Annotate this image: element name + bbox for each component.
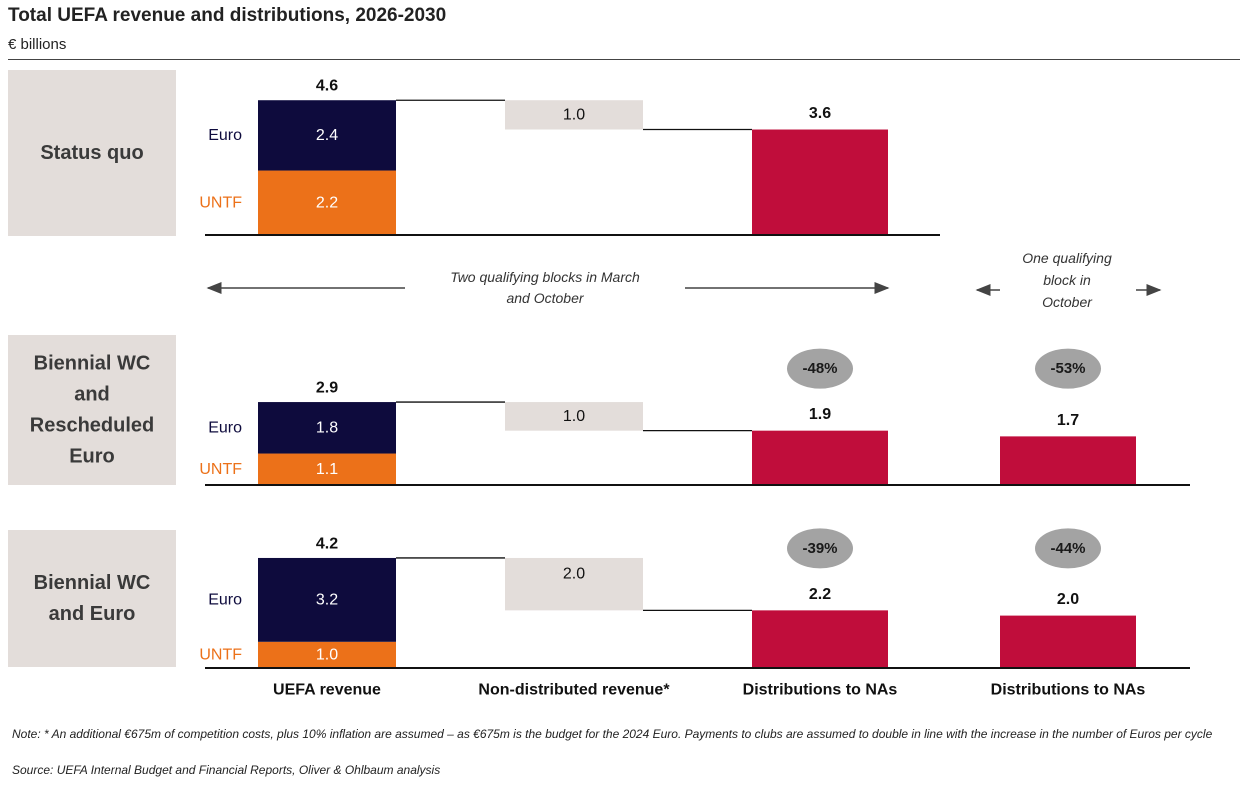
change-label: -53% (1050, 360, 1085, 377)
change-bubble (787, 528, 853, 569)
euro-value-label: 1.8 (316, 419, 338, 436)
untf-bar (258, 453, 396, 485)
change-bubble (1035, 528, 1101, 569)
euro-bar (258, 100, 396, 171)
category-label: UEFA revenue (273, 682, 381, 699)
distributions-value-label: 2.2 (809, 586, 831, 603)
two-blocks-annotation: and October (506, 290, 584, 306)
untf-bar (258, 641, 396, 668)
euro-series-label: Euro (208, 591, 242, 608)
non-distributed-bar (505, 100, 643, 130)
change-label: -39% (802, 540, 837, 557)
euro-bar (258, 402, 396, 454)
two-blocks-annotation: Two qualifying blocks in March (450, 269, 640, 285)
one-block-annotation: block in (1043, 272, 1091, 288)
scenario-label: and Euro (49, 603, 136, 625)
title-rule (8, 59, 1240, 60)
chart-subtitle: € billions (8, 36, 67, 53)
change-bubble (787, 348, 853, 389)
distributions-bar (752, 129, 888, 235)
distributions-one-block-value-label: 2.0 (1057, 591, 1079, 608)
scenario-label: and (74, 384, 110, 406)
distributions-one-block-bar (1000, 436, 1136, 485)
total-value-label: 2.9 (316, 380, 338, 397)
scenario-label: Biennial WC (34, 572, 151, 594)
distributions-value-label: 3.6 (809, 105, 831, 122)
category-label: Distributions to NAs (991, 682, 1146, 699)
scenario-label-box (8, 335, 176, 485)
category-label: Non-distributed revenue* (478, 682, 670, 699)
source-note: Source: UEFA Internal Budget and Financi… (12, 763, 441, 777)
untf-series-label: UNTF (199, 194, 242, 211)
chart-title: Total UEFA revenue and distributions, 20… (8, 5, 447, 26)
distributions-bar (752, 610, 888, 668)
untf-value-label: 1.1 (316, 461, 338, 478)
one-block-annotation: One qualifying (1022, 250, 1112, 266)
euro-series-label: Euro (208, 419, 242, 436)
distributions-bar (752, 430, 888, 485)
euro-value-label: 3.2 (316, 591, 338, 608)
scenario-label: Euro (69, 446, 115, 468)
one-block-annotation: October (1042, 294, 1093, 310)
euro-value-label: 2.4 (316, 127, 338, 144)
change-label: -44% (1050, 540, 1085, 557)
untf-series-label: UNTF (199, 646, 242, 663)
non-distributed-bar (505, 402, 643, 431)
non-distributed-bar (505, 557, 643, 611)
non-distributed-value-label: 2.0 (563, 566, 585, 583)
euro-series-label: Euro (208, 127, 242, 144)
scenario-label: Status quo (40, 142, 143, 164)
total-value-label: 4.6 (316, 78, 338, 95)
untf-series-label: UNTF (199, 461, 242, 478)
scenario-label: Rescheduled (30, 415, 154, 437)
untf-value-label: 1.0 (316, 646, 338, 663)
total-value-label: 4.2 (316, 535, 338, 552)
untf-value-label: 2.2 (316, 194, 338, 211)
change-bubble (1035, 348, 1101, 389)
category-label: Distributions to NAs (743, 682, 898, 699)
distributions-value-label: 1.9 (809, 406, 831, 423)
untf-bar (258, 170, 396, 235)
non-distributed-value-label: 1.0 (563, 106, 585, 123)
scenario-label: Biennial WC (34, 353, 151, 375)
distributions-one-block-value-label: 1.7 (1057, 412, 1079, 429)
scenario-label-box (8, 70, 176, 236)
scenario-label-box (8, 530, 176, 667)
non-distributed-value-label: 1.0 (563, 408, 585, 425)
distributions-one-block-bar (1000, 615, 1136, 668)
footnote: Note: * An additional €675m of competiti… (12, 727, 1213, 741)
euro-bar (258, 557, 396, 642)
change-label: -48% (802, 360, 837, 377)
